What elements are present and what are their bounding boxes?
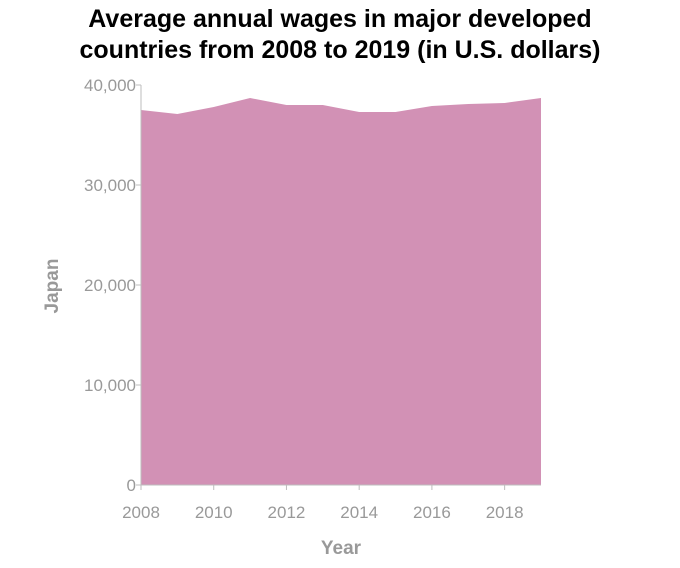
y-tick-label: 0	[127, 476, 136, 495]
area-series-0	[141, 98, 541, 485]
chart-title-line-2: countries from 2008 to 2019 (in U.S. dol…	[79, 36, 601, 64]
x-tick-label: 2010	[195, 503, 233, 522]
y-tick-label: 20,000	[84, 276, 136, 295]
x-tick-label: 2012	[268, 503, 306, 522]
chart-title: Average annual wages in major developed …	[0, 4, 680, 66]
axes: 0 10,000 20,000 30,000 40,000 2008 2010 2012 201…	[84, 76, 541, 522]
x-tick-label: 2016	[413, 503, 451, 522]
x-tick-label: 2008	[122, 503, 160, 522]
y-tick-label: 30,000	[84, 176, 136, 195]
plot-area	[141, 98, 541, 485]
y-tick-label: 40,000	[84, 76, 136, 95]
y-tick-label: 10,000	[84, 376, 136, 395]
x-tick-label: 2014	[340, 503, 378, 522]
chart-title-line-1: Average annual wages in major developed	[88, 5, 592, 33]
x-tick-label: 2018	[486, 503, 524, 522]
y-axis-title: Japan	[42, 259, 63, 314]
x-axis-title: Year	[321, 538, 362, 559]
